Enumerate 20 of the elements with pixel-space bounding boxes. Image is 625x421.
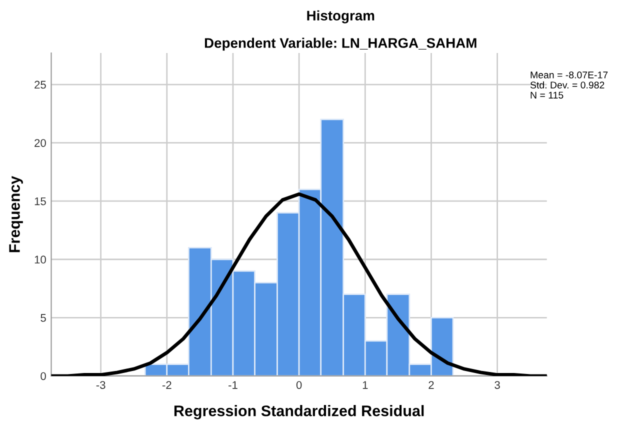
y-tick-label: 15 [34, 197, 46, 206]
chart-title: Histogram [307, 10, 374, 24]
chart-subtitle: Dependent Variable: LN_HARGA_SAHAM [204, 38, 476, 51]
x-axis-title: Regression Standardized Residual [174, 405, 424, 420]
y-tick-label: 5 [40, 314, 46, 322]
y-tick-label: 10 [34, 256, 46, 264]
y-axis-title: Frequency [9, 176, 23, 252]
annotation: Mean = -8.07E-17 [530, 72, 608, 78]
x-tick-label: 1 [362, 381, 368, 389]
x-tick-label: -1 [228, 381, 238, 389]
x-tick-label: -2 [162, 381, 172, 389]
y-tick-label: 0 [40, 372, 46, 380]
x-tick-label: 3 [494, 381, 500, 389]
x-tick-label: 0 [296, 381, 302, 389]
annotation: N = 115 [530, 92, 564, 99]
annotation: Std. Dev. = 0.982 [530, 81, 604, 88]
x-tick-label: -3 [96, 381, 106, 389]
y-tick-label: 20 [34, 139, 46, 147]
y-tick-label: 25 [34, 80, 46, 89]
x-tick-label: 2 [428, 381, 434, 389]
